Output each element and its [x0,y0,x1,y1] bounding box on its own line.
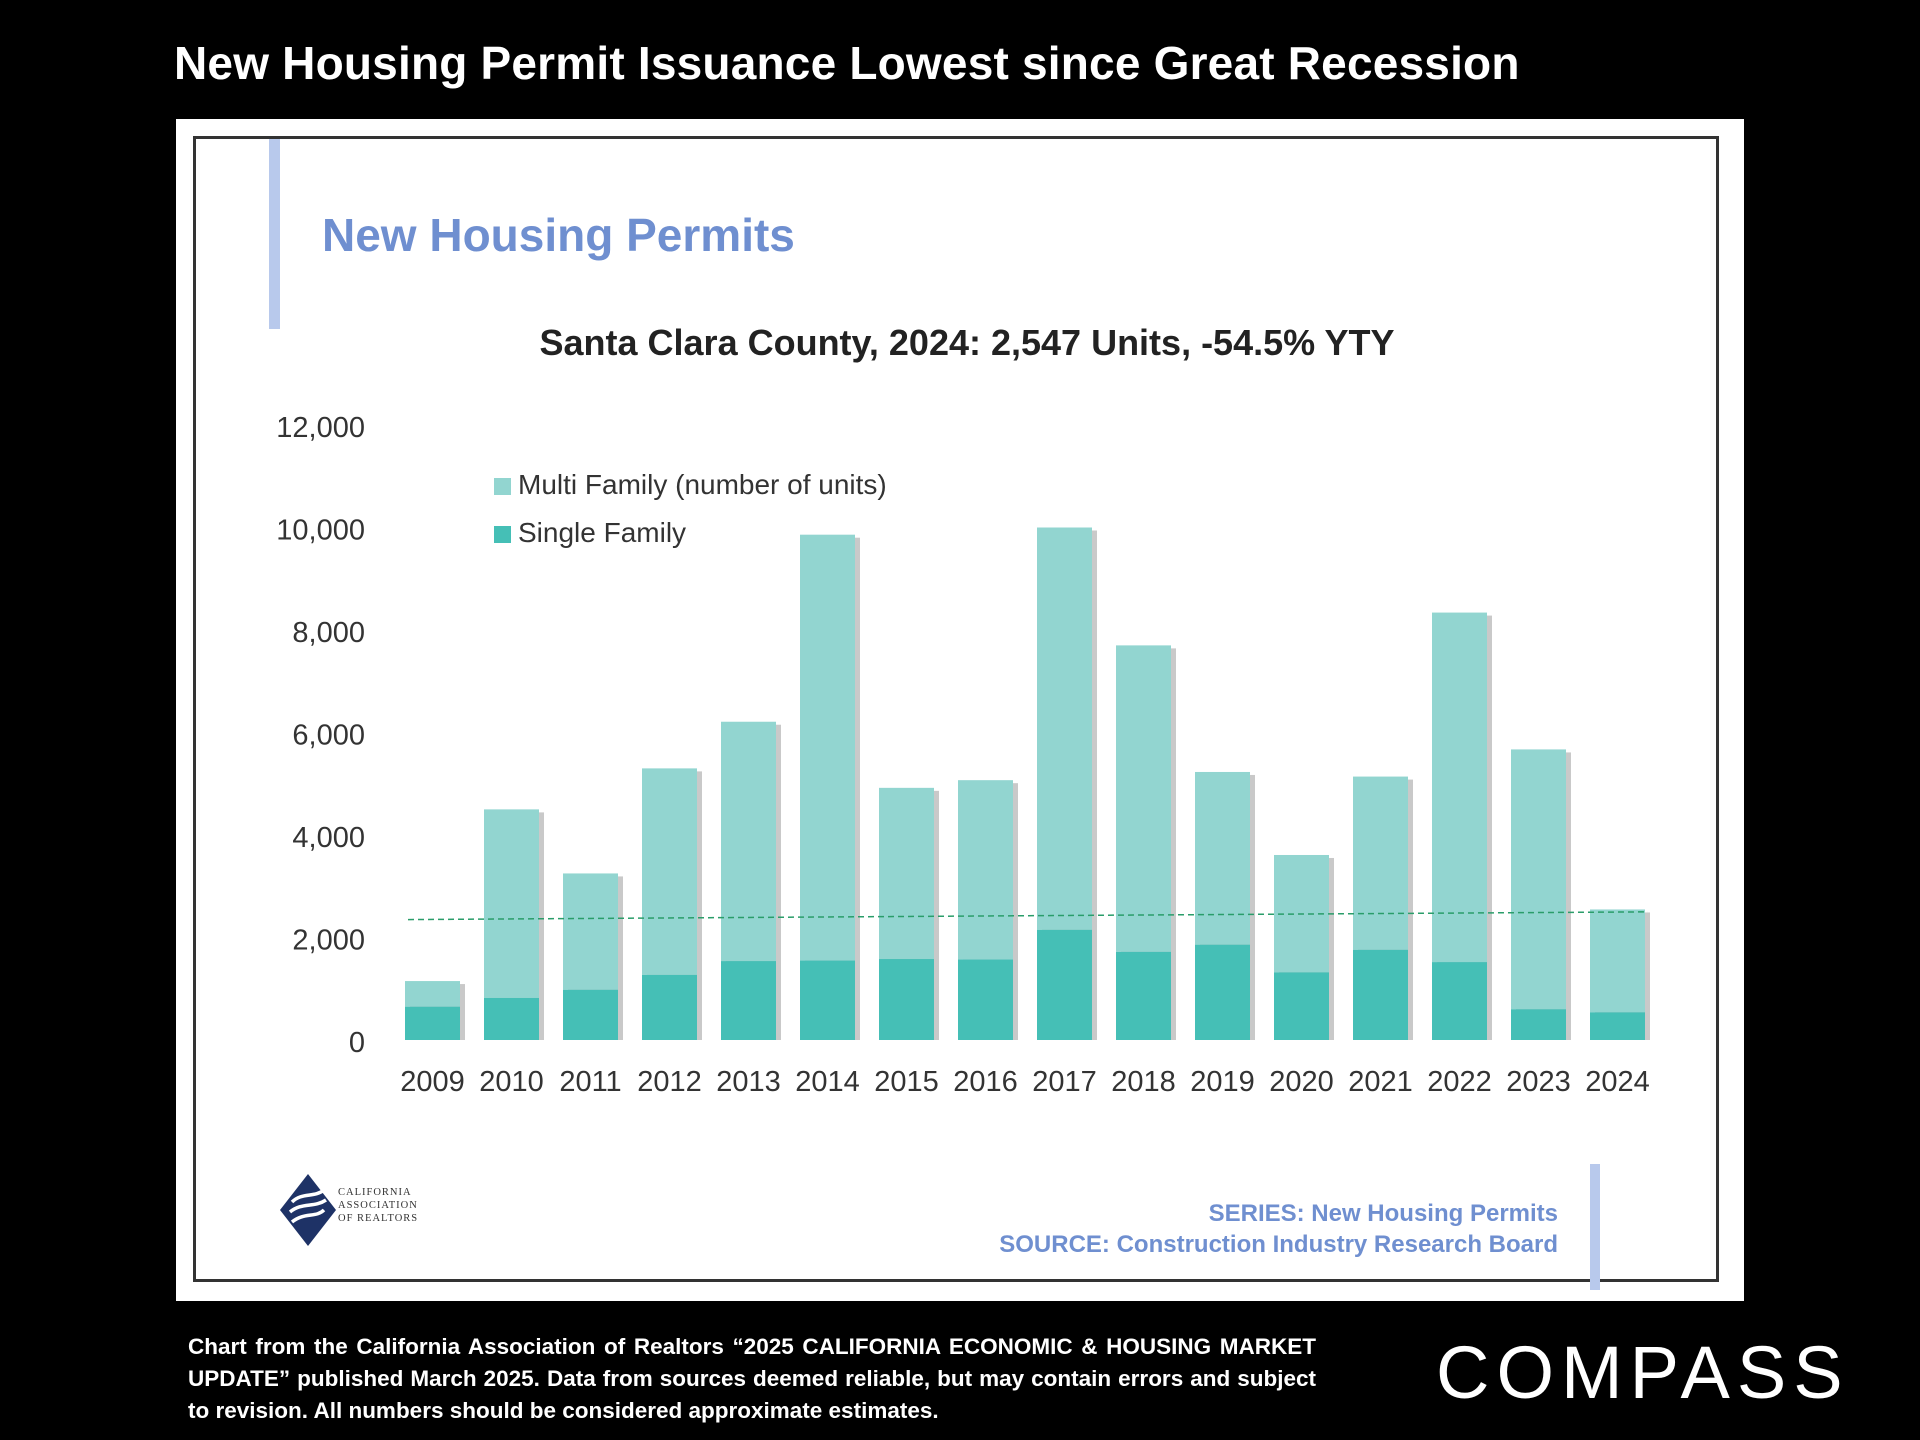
bar-multi-family [1195,771,1250,945]
y-tick-label: 6,000 [292,720,365,752]
y-tick-label: 8,000 [292,617,365,649]
series-note: SERIES: New Housing Permits SOURCE: Cons… [999,1198,1558,1260]
y-tick-label: 2,000 [292,925,365,957]
bar-single-family [1116,951,1171,1040]
bar-multi-family [405,981,460,1007]
car-logo-line: CALIFORNIA [338,1187,412,1198]
bar-multi-family [800,534,855,961]
y-tick-label: 4,000 [292,822,365,854]
x-tick-label: 2022 [1427,1066,1492,1098]
legend-label: Multi Family (number of units) [518,469,887,500]
bar-multi-family [1590,909,1645,1013]
bar-multi-family [563,873,618,990]
series-label: SERIES: New Housing Permits [1208,1200,1558,1227]
bar-single-family [563,989,618,1040]
chart-panel-border [193,136,1719,1282]
compass-logo: COMPASS [1436,1331,1850,1414]
bar-single-family [1353,949,1408,1040]
y-tick-label: 0 [349,1027,365,1059]
y-tick-label: 12,000 [276,412,365,444]
bar-multi-family [642,768,697,975]
legend-swatch [494,526,511,543]
x-tick-label: 2018 [1111,1066,1176,1098]
x-tick-label: 2015 [874,1066,939,1098]
bar-single-family [1274,972,1329,1040]
x-tick-label: 2017 [1032,1066,1097,1098]
bar-single-family [1432,962,1487,1040]
x-tick-label: 2009 [400,1066,465,1098]
bar-multi-family [1037,527,1092,930]
bar-single-family [642,974,697,1040]
bar-multi-family [1116,645,1171,952]
bar-single-family [879,959,934,1040]
bar-multi-family [721,721,776,962]
car-logo-line: ASSOCIATION [338,1200,418,1211]
bar-single-family [1037,929,1092,1040]
x-tick-label: 2016 [953,1066,1018,1098]
car-logo: CALIFORNIA ASSOCIATION OF REALTORS [278,1172,448,1248]
x-tick-label: 2013 [716,1066,781,1098]
bar-single-family [1590,1012,1645,1040]
x-tick-label: 2010 [479,1066,544,1098]
slide-title: New Housing Permits [322,209,795,261]
page-title: New Housing Permit Issuance Lowest since… [174,37,1520,89]
footnote: Chart from the California Association of… [188,1334,1316,1423]
car-logo-line: OF REALTORS [338,1213,419,1224]
bar-single-family [800,960,855,1040]
bar-multi-family [958,780,1013,960]
x-tick-label: 2012 [637,1066,702,1098]
x-tick-label: 2021 [1348,1066,1413,1098]
bar-multi-family [1353,776,1408,950]
accent-bar-top [269,139,280,329]
car-logo-icon [280,1174,336,1246]
bar-multi-family [484,809,539,998]
x-tick-label: 2023 [1506,1066,1571,1098]
trend-line [407,911,1649,921]
bar-single-family [1195,944,1250,1040]
accent-bar-bottom [1590,1164,1600,1290]
y-tick-label: 10,000 [276,515,365,547]
bar-single-family [405,1006,460,1040]
x-tick-label: 2020 [1269,1066,1334,1098]
x-tick-label: 2014 [795,1066,860,1098]
bar-single-family [958,959,1013,1040]
source-label: SOURCE: Construction Industry Research B… [999,1231,1558,1258]
bar-single-family [484,997,539,1040]
x-tick-label: 2024 [1585,1066,1650,1098]
bar-single-family [1511,1009,1566,1040]
bar-single-family [721,961,776,1040]
bar-multi-family [1432,612,1487,963]
legend-label: Single Family [518,517,686,548]
x-tick-label: 2011 [559,1066,621,1098]
x-tick-label: 2019 [1190,1066,1255,1098]
bar-multi-family [879,787,934,960]
bar-multi-family [1511,749,1566,1010]
chart-subtitle: Santa Clara County, 2024: 2,547 Units, -… [539,322,1395,363]
legend-swatch [494,478,511,495]
